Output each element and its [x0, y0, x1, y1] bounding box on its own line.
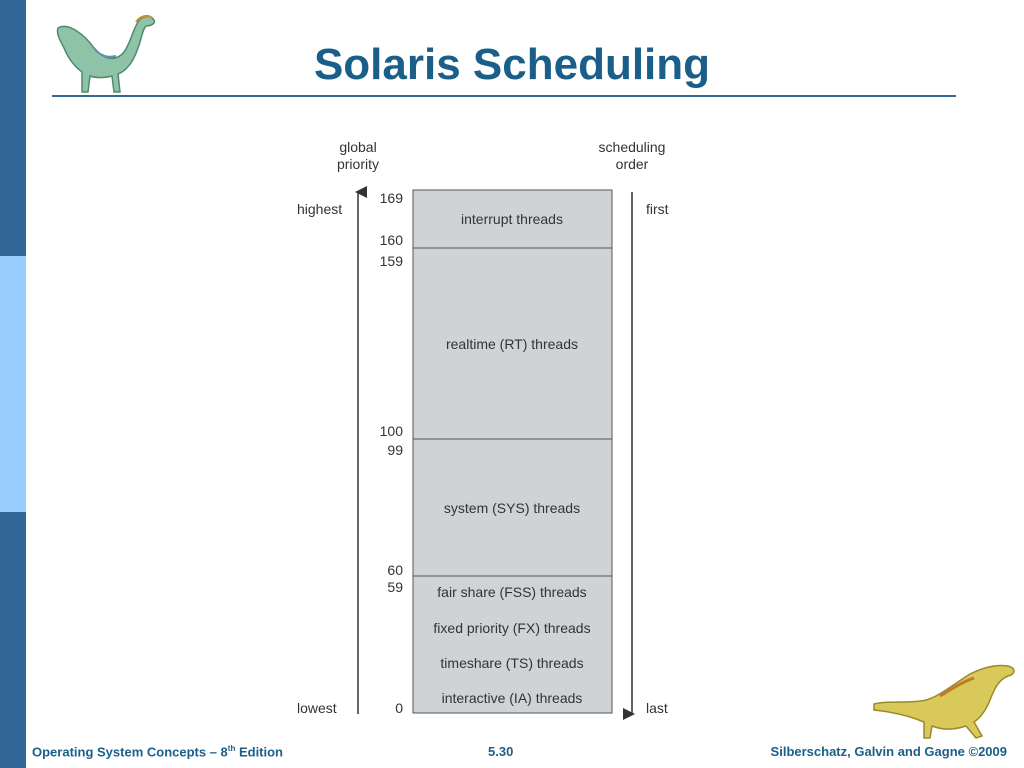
box-interrupt-threads	[412, 189, 613, 249]
footer-course-prefix: Operating System Concepts – 8	[32, 744, 228, 760]
label-fss-threads: fair share (FSS) threads	[437, 584, 586, 600]
priority-169: 169	[380, 190, 404, 206]
label-realtime-threads: realtime (RT) threads	[446, 336, 578, 352]
priority-159: 159	[380, 253, 404, 269]
label-system-threads: system (SYS) threads	[444, 500, 580, 516]
title-rule	[52, 95, 956, 97]
box-system-threads	[412, 438, 613, 577]
footer-course: Operating System Concepts – 8th Edition	[32, 744, 283, 759]
dinosaur-icon-top-left	[56, 14, 156, 93]
label-last: last	[646, 700, 668, 716]
label-ts-threads: timeshare (TS) threads	[440, 655, 583, 671]
footer-course-sup: th	[227, 744, 236, 753]
footer-course-suffix: Edition	[235, 744, 284, 760]
label-highest: highest	[297, 201, 342, 217]
priority-0: 0	[395, 700, 403, 716]
footer-page-number: 5.30	[488, 744, 514, 759]
left-heading-line2: priority	[337, 156, 379, 172]
box-realtime-threads	[412, 247, 613, 440]
priority-100: 100	[380, 423, 404, 439]
box-user-classes	[412, 575, 613, 714]
label-fx-threads: fixed priority (FX) threads	[433, 620, 590, 636]
priority-99: 99	[387, 442, 403, 458]
slide-title: Solaris Scheduling	[313, 40, 711, 89]
label-first: first	[646, 201, 669, 217]
left-sidebar-highlight	[0, 256, 26, 512]
left-heading-line1: global	[339, 139, 376, 155]
left-sidebar	[0, 0, 26, 768]
label-lowest: lowest	[297, 700, 337, 716]
footer-copyright: Silberschatz, Galvin and Gagne ©2009	[770, 744, 1007, 759]
right-heading-line2: order	[616, 156, 649, 172]
label-ia-threads: interactive (IA) threads	[442, 690, 583, 706]
right-heading-line1: scheduling	[599, 139, 666, 155]
dinosaur-icon-bottom-right	[873, 664, 1015, 739]
priority-60: 60	[387, 562, 403, 578]
label-interrupt-threads: interrupt threads	[461, 211, 563, 227]
priority-59: 59	[387, 579, 403, 595]
priority-160: 160	[380, 232, 404, 248]
